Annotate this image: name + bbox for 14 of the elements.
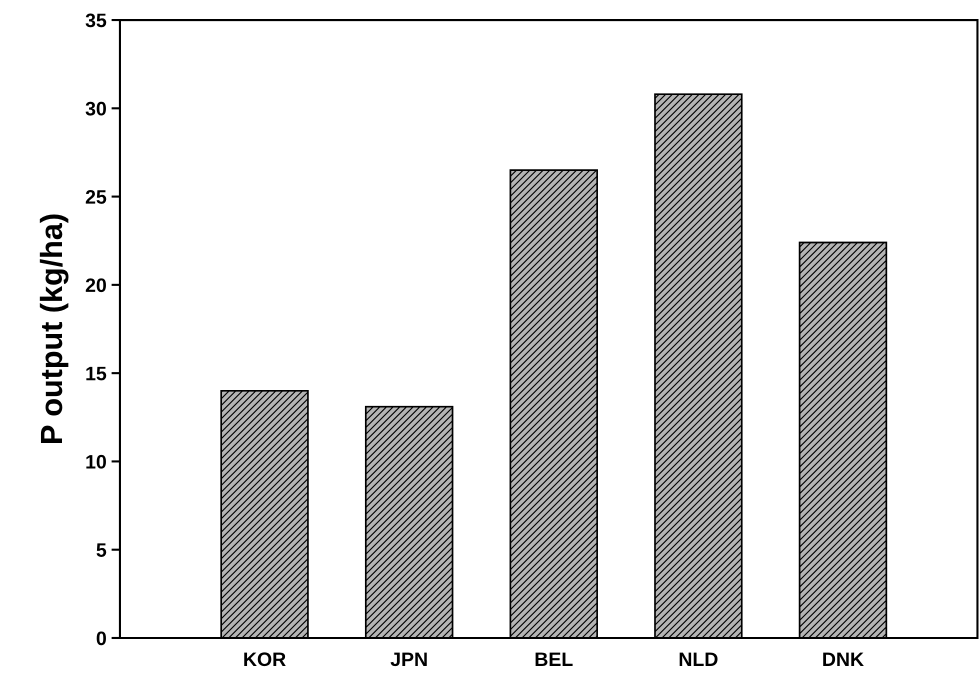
y-tick-label: 30 (86, 102, 106, 116)
y-tick-label: 20 (86, 278, 106, 292)
y-tick-label: 5 (96, 543, 106, 557)
y-tick-label: 15 (86, 366, 106, 380)
x-tick-label: KOR (244, 652, 286, 666)
y-tick-label: 35 (86, 14, 106, 28)
x-tick-label: BEL (536, 652, 573, 666)
y-tick-label: 0 (96, 631, 106, 646)
x-tick-label: JPN (390, 652, 427, 666)
x-tick-label: DNK (823, 652, 864, 666)
y-tick-label: 10 (86, 454, 106, 469)
x-tick-label: NLD (680, 652, 718, 666)
y-tick-label: 25 (86, 190, 106, 204)
y-axis-title: P output (kg/ha) (40, 214, 68, 443)
